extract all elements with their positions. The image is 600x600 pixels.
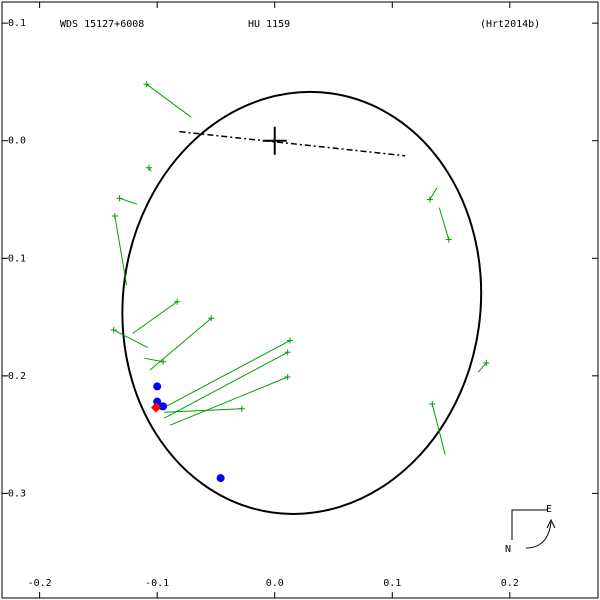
residual-line (438, 207, 450, 240)
y-tick-label: 0.1 (8, 18, 26, 29)
observation (426, 196, 433, 203)
compass-arrowhead (546, 518, 556, 529)
observation (284, 349, 291, 356)
observation (429, 401, 436, 408)
x-tick-label: -0.1 (145, 578, 169, 589)
compass-east: E (546, 504, 552, 515)
residual-line (119, 197, 138, 205)
residual-line (132, 301, 178, 334)
compass-north: N (505, 544, 511, 555)
x-tick-label: -0.2 (28, 578, 52, 589)
residual-line (113, 329, 148, 349)
x-tick-label: 0.2 (501, 578, 519, 589)
residual-line (159, 340, 291, 411)
observation (238, 405, 245, 412)
primary-star (262, 126, 287, 155)
y-tick-label: -0.3 (2, 488, 26, 499)
residual-line (146, 83, 192, 118)
y-tick-label: -0.2 (2, 371, 26, 382)
compass: E N (505, 504, 556, 555)
x-tick-label: 0.0 (266, 578, 284, 589)
red-point (150, 402, 161, 413)
y-tick-label: -0.1 (2, 253, 26, 264)
orbit (121, 90, 483, 515)
observation (208, 315, 215, 322)
wds-label: WDS 15127+6008 (60, 19, 144, 30)
observation (116, 195, 123, 202)
residual-line (169, 376, 288, 426)
observation (110, 326, 117, 333)
compass-arrow (525, 521, 552, 549)
observation (445, 236, 452, 243)
observation (174, 298, 181, 305)
observation (160, 358, 167, 365)
residual-line (149, 317, 212, 371)
observation (111, 212, 118, 219)
residual-line (163, 351, 288, 419)
blue-point (159, 402, 168, 411)
residual-line (114, 215, 128, 286)
residual-line (164, 408, 242, 413)
y-tick-label: 0.0 (8, 136, 26, 147)
reference: (Hrt2014b) (480, 19, 540, 30)
line-of-nodes (179, 130, 406, 157)
observation (483, 359, 490, 366)
blue-point (216, 474, 225, 483)
compass-axes (511, 509, 548, 540)
observation (287, 337, 294, 344)
residual-line (431, 403, 446, 455)
observation (284, 373, 291, 380)
residual-line (144, 357, 164, 363)
observation (143, 81, 150, 88)
star-name: HU 1159 (248, 19, 290, 30)
observation (145, 164, 152, 171)
residual-line (429, 187, 438, 200)
x-tick-label: 0.1 (383, 578, 401, 589)
blue-point (153, 382, 162, 391)
residual-line (477, 362, 487, 373)
